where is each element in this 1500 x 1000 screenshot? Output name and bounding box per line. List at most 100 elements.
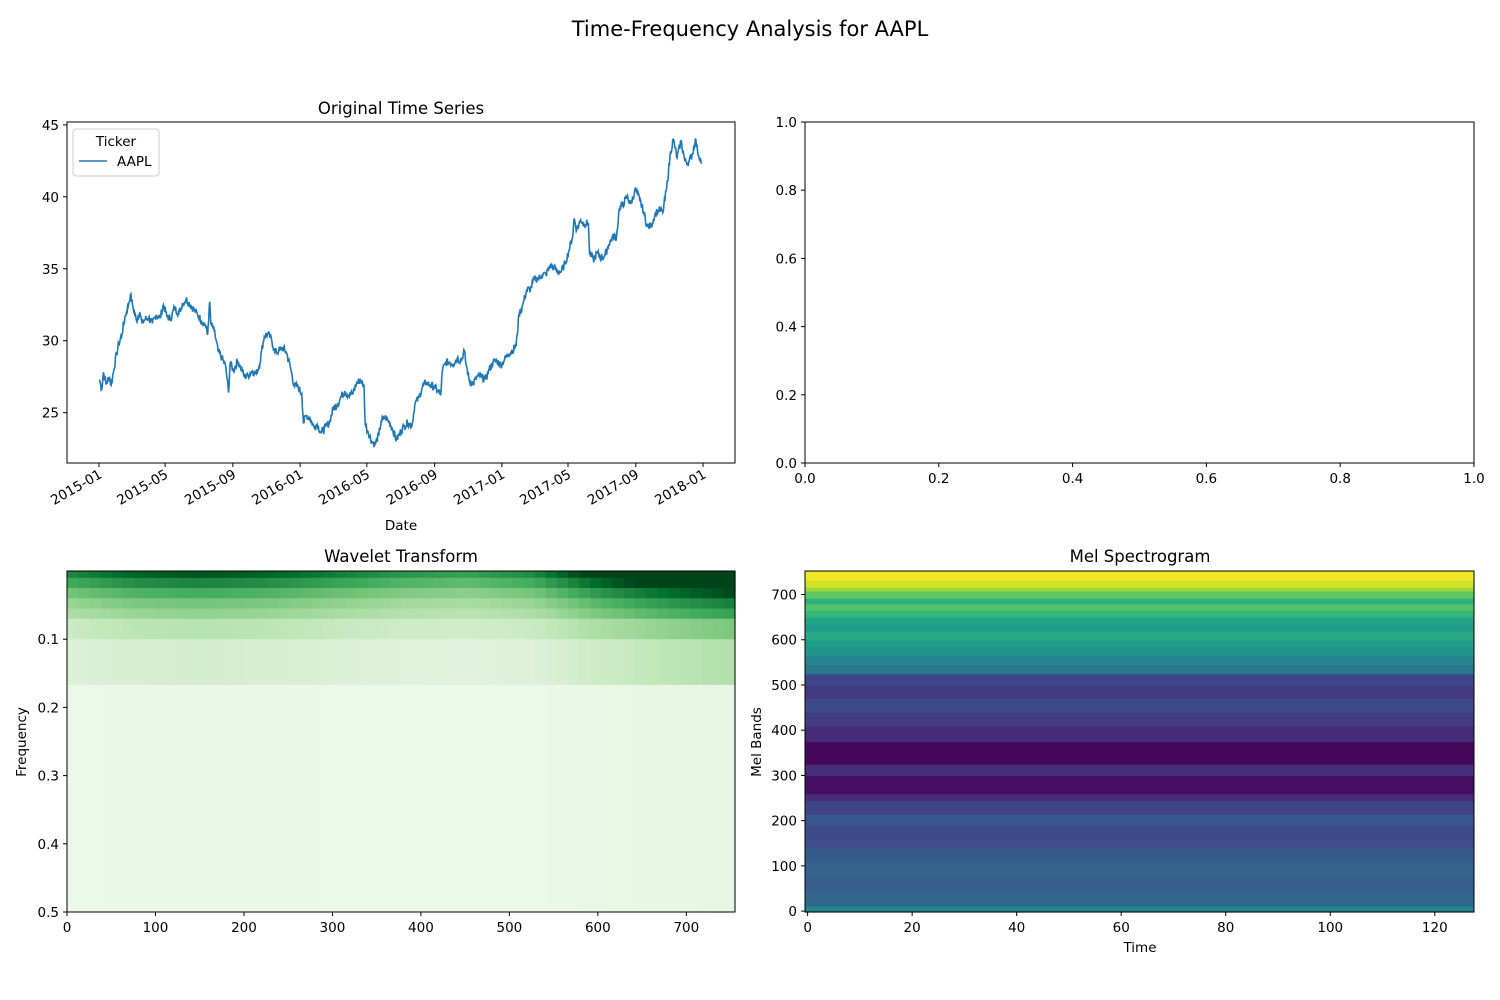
wavelet-cell: [512, 684, 525, 913]
wavelet-cell: [634, 618, 647, 640]
wavelet-cell: [245, 577, 257, 589]
mel-band: [805, 764, 1474, 777]
wavelet-cell: [178, 571, 191, 579]
wavelet-cell: [178, 684, 191, 913]
wavelet-axes-frame: [66, 570, 736, 913]
wavelet-cell: [456, 577, 469, 589]
mel-band: [805, 571, 1474, 581]
wavelet-cell: [478, 571, 491, 579]
x-tick-label: 0.2: [928, 471, 949, 487]
wavelet-cell: [712, 577, 725, 589]
wavelet-cell: [156, 598, 168, 610]
wavelet-cell: [67, 639, 79, 686]
wavelet-y-ticks: 0.1 0.2 0.3 0.4 0.5: [38, 632, 67, 921]
wavelet-cell: [323, 684, 335, 913]
wavelet-cell: [323, 577, 335, 589]
x-tick-label: 80: [1217, 920, 1234, 936]
mel-band: [805, 793, 1474, 801]
wavelet-cell: [245, 684, 257, 913]
wavelet-cell: [289, 618, 302, 640]
wavelet-cell: [156, 571, 168, 579]
wavelet-cell: [523, 608, 536, 620]
wavelet-cell: [612, 608, 625, 620]
mel-heatmap: [805, 571, 1474, 913]
wavelet-cell: [456, 608, 469, 620]
wavelet-cell: [234, 598, 246, 610]
wavelet-cell: [122, 608, 135, 620]
wavelet-cell: [579, 618, 591, 640]
wavelet-cell: [545, 608, 558, 620]
wavelet-cell: [679, 571, 692, 579]
wavelet-cell: [545, 588, 558, 599]
wavelet-cell: [234, 577, 246, 589]
wavelet-cell: [222, 577, 235, 589]
wavelet-cell: [89, 571, 101, 579]
wavelet-cell: [545, 684, 558, 913]
wavelet-cell: [189, 577, 202, 589]
wavelet-cell: [523, 598, 536, 610]
wavelet-cell: [467, 618, 480, 640]
wavelet-cell: [122, 598, 135, 610]
wavelet-cell: [456, 588, 469, 599]
wavelet-cell: [167, 577, 179, 589]
wavelet-cell: [156, 608, 168, 620]
mel-band: [805, 639, 1474, 648]
wavelet-cell: [657, 684, 669, 913]
wavelet-cell: [478, 577, 491, 589]
x-tick-label: 400: [408, 920, 434, 936]
wavelet-panel: Wavelet Transform 0.1 0.2 0.3 0.4 0.5 0 100 20…: [14, 547, 736, 936]
mel-band: [805, 684, 1474, 700]
wavelet-cell: [278, 588, 291, 599]
x-tick-label: 40: [1008, 920, 1025, 936]
wavelet-cell: [523, 577, 536, 589]
wavelet-cell: [167, 608, 179, 620]
wavelet-cell: [501, 577, 513, 589]
x-tick-label: 200: [231, 920, 257, 936]
wavelet-cell: [389, 577, 402, 589]
wavelet-cell: [612, 598, 625, 610]
mel-band: [805, 813, 1474, 826]
wavelet-cell: [300, 577, 313, 589]
wavelet-cell: [300, 588, 313, 599]
wavelet-cell: [234, 588, 246, 599]
mel-x-label: Time: [1122, 940, 1156, 956]
wavelet-cell: [178, 608, 191, 620]
wavelet-cell: [623, 598, 636, 610]
y-tick-label: 500: [771, 678, 797, 694]
wavelet-cell: [144, 577, 157, 589]
wavelet-cell: [156, 588, 168, 599]
wavelet-cell: [523, 618, 536, 640]
wavelet-cell: [434, 639, 447, 686]
wavelet-cell: [111, 618, 124, 640]
wavelet-cell: [256, 684, 268, 913]
wavelet-cell: [568, 639, 580, 686]
wavelet-cell: [111, 639, 124, 686]
y-tick-label: 100: [771, 859, 797, 875]
wavelet-cell: [434, 571, 447, 579]
x-tick-label: 0.6: [1196, 471, 1217, 487]
wavelet-cell: [367, 571, 380, 579]
mel-band: [805, 655, 1474, 666]
wavelet-cell: [67, 588, 79, 599]
wavelet-cell: [334, 618, 346, 640]
wavelet-cell: [401, 618, 413, 640]
wavelet-cell: [78, 598, 90, 610]
wavelet-cell: [545, 598, 558, 610]
wavelet-cell: [478, 598, 491, 610]
wavelet-cell: [278, 571, 291, 579]
wavelet-cell: [467, 684, 480, 913]
wavelet-cell: [512, 571, 525, 579]
wavelet-cell: [501, 608, 513, 620]
wavelet-cell: [245, 639, 257, 686]
wavelet-cell: [723, 571, 736, 579]
wavelet-cell: [523, 684, 536, 913]
wavelet-cell: [200, 618, 213, 640]
wavelet-cell: [690, 618, 703, 640]
mel-band: [805, 775, 1474, 795]
wavelet-cell: [579, 598, 591, 610]
wavelet-cell: [645, 618, 658, 640]
y-tick-label: 0.3: [38, 769, 59, 785]
wavelet-cell: [679, 598, 692, 610]
wavelet-cell: [267, 577, 280, 589]
wavelet-cell: [389, 684, 402, 913]
